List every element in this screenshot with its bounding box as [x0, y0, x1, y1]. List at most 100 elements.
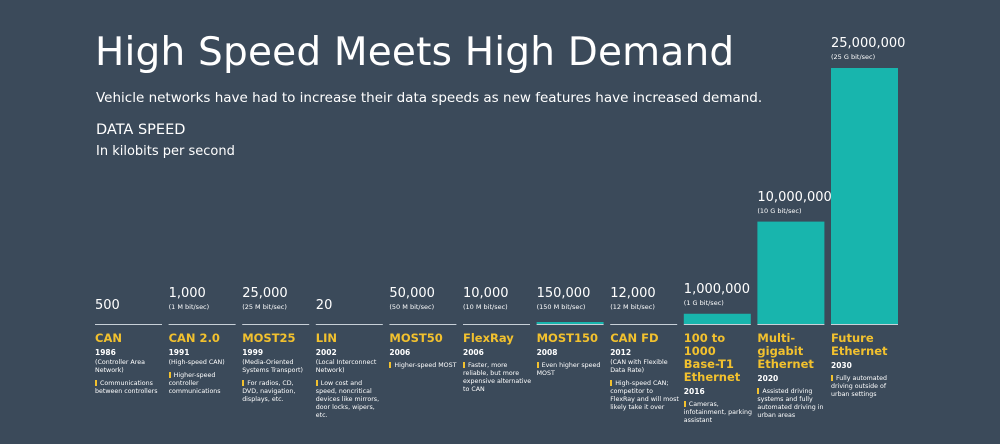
category-note-text: Assisted driving systems and fully autom…	[757, 388, 824, 419]
value-sublabel: (10 M bit/sec)	[463, 303, 508, 311]
bar	[831, 68, 898, 324]
value-sublabel: (25 G bit/sec)	[831, 53, 876, 61]
category-year: 2012	[610, 348, 632, 357]
value-label: 10,000,000	[757, 189, 832, 205]
bullet-icon	[95, 380, 97, 386]
category-block: Future Ethernet 2030 Fully automated drivi…	[831, 332, 900, 399]
value-label: 20	[315, 298, 333, 313]
category-block: FlexRay 2006 Faster, more reliable, but mo…	[463, 332, 532, 394]
category-name: CAN FD	[610, 331, 659, 345]
category-block: CAN FD 2012 (CAN with Flexible Data Rate) H…	[610, 332, 679, 412]
value-label: 25,000,000	[831, 36, 906, 51]
category-year: 1986	[95, 348, 116, 357]
value-label: 500	[95, 298, 120, 313]
category-name: Future Ethernet	[831, 331, 888, 358]
bullet-icon	[242, 380, 245, 386]
category-note: Low cost and speed, noncritical devices …	[315, 380, 385, 420]
category-note: High-speed CAN; competitor to FlexRay an…	[610, 380, 679, 412]
category-block: CAN 1986 (Controller Area Network) Communic…	[95, 332, 164, 396]
bar	[536, 322, 604, 324]
category-note-text: Even higher speed MOST	[536, 362, 601, 377]
bullet-icon	[315, 380, 318, 386]
category-note-text: For radios, CD, DVD, navigation, display…	[242, 380, 296, 403]
axis-unit: In kilobits per second	[96, 144, 235, 159]
category-year: 2016	[683, 387, 705, 396]
bullet-icon	[683, 401, 686, 407]
category-note: Even higher speed MOST	[536, 362, 606, 378]
category-note: Cameras, infotainment, parking assistant	[683, 401, 753, 425]
axis-title: DATA SPEED	[96, 122, 186, 138]
category-note: Assisted driving systems and fully autom…	[757, 388, 826, 420]
category-block: Multi-gigabit Ethernet 2020 Assisted drivi…	[757, 332, 826, 420]
category-year: 1991	[168, 348, 190, 357]
bullet-icon	[757, 388, 760, 394]
category-name: MOST150	[536, 331, 598, 345]
category-name: CAN	[95, 331, 122, 345]
bullet-icon	[463, 362, 465, 368]
category-year: 2006	[463, 348, 484, 357]
category-name: LIN	[315, 331, 338, 345]
value-sublabel: (1 G bit/sec)	[683, 298, 724, 307]
category-year: 2002	[315, 348, 337, 357]
category-fullname: (Local Interconnect Network)	[315, 359, 377, 374]
category-note-text: High-speed CAN; competitor to FlexRay an…	[610, 380, 679, 411]
category-block: CAN 2.0 1991 (High-speed CAN) Higher-speed …	[168, 331, 238, 396]
bullet-icon	[610, 380, 613, 386]
category-year: 2030	[831, 361, 852, 370]
category-note-text: Fully automated driving outside of urban…	[831, 375, 887, 398]
value-label: 1,000,000	[683, 281, 750, 297]
value-sublabel: (25 M bit/sec)	[242, 303, 287, 311]
category-year: 2020	[757, 374, 779, 383]
bar	[757, 221, 825, 324]
category-name: FlexRay	[463, 331, 514, 345]
category-fullname: (Media-Oriented Systems Transport)	[242, 359, 303, 374]
category-note-text: Higher-speed controller communications	[168, 372, 221, 395]
category-note: Communications between controllers	[95, 380, 164, 396]
value-sublabel: (50 M bit/sec)	[389, 303, 435, 311]
category-note-text: Faster, more reliable, but more expensiv…	[463, 362, 532, 393]
category-block: MOST25 1999 (Media-Oriented Systems Transp…	[242, 332, 311, 404]
category-note: Higher-speed MOST	[389, 362, 458, 370]
value-sublabel: (10 G bit/sec)	[757, 206, 802, 215]
category-name: Multi-gigabit Ethernet	[757, 331, 814, 371]
category-fullname: (CAN with Flexible Data Rate)	[610, 359, 668, 374]
bullet-icon	[389, 362, 392, 368]
category-note-text: Higher-speed MOST	[394, 362, 457, 369]
category-name: MOST50	[389, 331, 443, 345]
value-label: 12,000	[610, 286, 656, 301]
value-label: 25,000	[242, 286, 288, 301]
page-title: High Speed Meets High Demand	[95, 30, 735, 75]
value-sublabel: (150 M bit/sec)	[536, 303, 586, 311]
category-name: MOST25	[242, 331, 296, 345]
category-year: 1999	[242, 348, 264, 357]
bar	[683, 313, 751, 324]
value-label: 150,000	[536, 286, 591, 301]
bullet-icon	[831, 375, 833, 381]
category-name: 100 to 1000 Base-T1 Ethernet	[683, 331, 741, 384]
page-subtitle: Vehicle networks have had to increase th…	[96, 90, 763, 106]
category-note: For radios, CD, DVD, navigation, display…	[242, 380, 311, 404]
category-note-text: Communications between controllers	[95, 380, 158, 395]
category-note: Fully automated driving outside of urban…	[831, 375, 900, 399]
category-block: MOST150 2008 Even higher speed MOST	[536, 331, 606, 378]
value-label: 10,000	[463, 286, 509, 301]
value-sublabel: (1 M bit/sec)	[168, 303, 210, 311]
category-block: LIN 2002 (Local Interconnect Network) Low c…	[315, 331, 385, 420]
category-name: CAN 2.0	[168, 331, 220, 345]
category-note: Faster, more reliable, but more expensiv…	[463, 362, 532, 394]
bullet-icon	[168, 372, 171, 378]
category-year: 2008	[536, 348, 558, 357]
category-fullname: (High-speed CAN)	[168, 359, 225, 366]
bullet-icon	[536, 362, 539, 368]
category-block: 100 to 1000 Base-T1 Ethernet 2016 Cameras,…	[683, 331, 753, 425]
category-note: Higher-speed controller communications	[168, 372, 238, 396]
value-sublabel: (12 M bit/sec)	[610, 303, 655, 311]
category-note-text: Cameras, infotainment, parking assistant	[683, 401, 752, 424]
value-label: 50,000	[389, 286, 435, 301]
category-fullname: (Controller Area Network)	[95, 359, 145, 374]
category-year: 2006	[389, 348, 411, 357]
category-block: MOST50 2006 Higher-speed MOST	[389, 332, 458, 370]
value-label: 1,000	[168, 286, 206, 301]
category-note-text: Low cost and speed, noncritical devices …	[315, 380, 380, 419]
